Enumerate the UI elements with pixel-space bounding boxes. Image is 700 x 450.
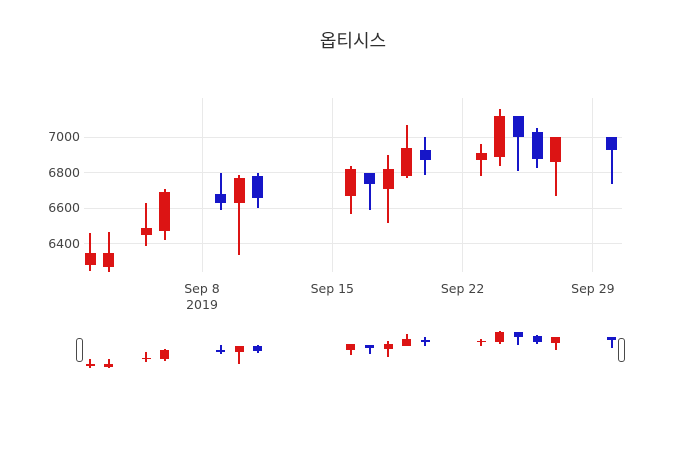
mini-candle-wick-sep-10 <box>238 345 241 364</box>
y-tick-label: 6800 <box>48 164 80 180</box>
rangeslider-track[interactable] <box>84 326 622 374</box>
mini-candle-sep-3 <box>104 363 114 367</box>
mini-candle-wick-sep-3 <box>107 358 110 368</box>
candle-wick-sep-25 <box>517 115 520 172</box>
x-gridline <box>592 98 594 272</box>
mini-candle-wick-sep-2 <box>89 359 92 368</box>
candle-sep-24 <box>494 115 506 157</box>
mini-candle-sep-20 <box>420 339 430 343</box>
rangeslider-left-handle[interactable] <box>76 338 83 362</box>
y-gridline <box>84 207 622 209</box>
mini-candle-wick-sep-25 <box>517 332 520 345</box>
mini-candle-sep-16 <box>346 344 356 351</box>
candle-wick-sep-10 <box>238 174 241 255</box>
candle-sep-25 <box>512 115 524 138</box>
mini-candle-wick-sep-17 <box>368 345 371 354</box>
mini-candle-sep-6 <box>160 349 170 359</box>
y-tick-label: 6400 <box>48 235 80 251</box>
candle-sep-19 <box>401 147 413 177</box>
x-gridline <box>201 98 203 272</box>
mini-candle-sep-11 <box>253 345 263 351</box>
candle-sep-18 <box>382 169 394 189</box>
x-tick-label: Sep 15 <box>310 281 355 296</box>
mini-candle-sep-18 <box>383 344 393 349</box>
candle-wick-sep-3 <box>107 231 110 273</box>
candle-sep-27 <box>550 137 562 163</box>
candle-sep-26 <box>531 131 543 159</box>
mini-candle-wick-sep-30 <box>610 337 613 348</box>
x-tick-label: Sep 8 <box>184 281 220 296</box>
mini-candle-wick-sep-9 <box>219 345 222 354</box>
candle-sep-2 <box>84 252 96 266</box>
mini-candle-wick-sep-5 <box>145 352 148 362</box>
x-gridline <box>331 98 333 272</box>
candle-sep-3 <box>103 252 115 268</box>
mini-candle-sep-26 <box>532 335 542 342</box>
y-tick-label: 6600 <box>48 200 80 216</box>
candle-wick-sep-5 <box>145 203 148 246</box>
mini-candle-sep-30 <box>607 337 616 340</box>
mini-candle-sep-25 <box>513 332 523 338</box>
candle-wick-sep-2 <box>89 233 92 271</box>
candle-sep-17 <box>364 172 376 184</box>
mini-candle-sep-17 <box>365 345 375 348</box>
candle-sep-16 <box>345 169 357 196</box>
candle-sep-20 <box>419 149 431 161</box>
candle-sep-23 <box>475 153 487 161</box>
candle-sep-9 <box>215 194 227 204</box>
mini-candle-sep-9 <box>216 350 226 353</box>
mini-candle-sep-2 <box>85 363 95 367</box>
candle-sep-5 <box>140 227 152 236</box>
y-tick-label: 7000 <box>48 129 80 145</box>
candle-wick-sep-27 <box>554 137 557 196</box>
candle-sep-10 <box>233 178 245 204</box>
x-tick-label: Sep 22 <box>440 281 485 296</box>
candle-sep-30 <box>606 137 617 150</box>
mini-candle-wick-sep-27 <box>554 337 557 351</box>
y-gridline <box>84 136 622 138</box>
mini-candle-sep-27 <box>551 337 561 343</box>
mini-candle-sep-5 <box>141 357 151 360</box>
candle-wick-sep-30 <box>610 137 613 184</box>
y-gridline <box>84 243 622 245</box>
x-tick-sublabel: 2019 <box>186 297 218 312</box>
candle-wick-sep-9 <box>219 172 222 211</box>
chart-title: 옵티시스 <box>319 31 387 52</box>
candle-wick-sep-17 <box>368 172 371 211</box>
mini-candle-sep-19 <box>402 339 412 346</box>
mini-candle-wick-sep-18 <box>387 341 390 357</box>
x-tick-label: Sep 29 <box>571 281 615 296</box>
mini-candle-sep-23 <box>476 340 486 343</box>
mini-candle-sep-24 <box>495 332 505 342</box>
candle-sep-11 <box>252 176 264 198</box>
candle-sep-6 <box>159 192 171 232</box>
rangeslider-right-handle[interactable] <box>618 338 625 362</box>
x-gridline <box>462 98 464 272</box>
mini-candle-sep-10 <box>234 346 244 353</box>
candle-wick-sep-18 <box>387 155 390 223</box>
